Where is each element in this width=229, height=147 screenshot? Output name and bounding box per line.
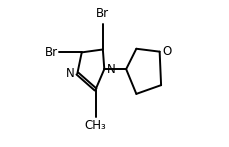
Text: O: O — [162, 45, 172, 58]
Text: CH₃: CH₃ — [85, 119, 106, 132]
Text: Br: Br — [96, 7, 109, 20]
Text: N: N — [66, 67, 75, 80]
Text: Br: Br — [45, 46, 58, 59]
Text: N: N — [107, 63, 116, 76]
